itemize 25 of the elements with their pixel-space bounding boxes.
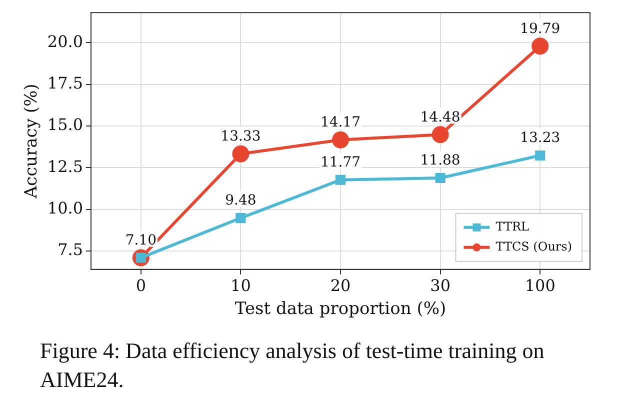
data-label: 11.88 — [420, 152, 460, 169]
y-tick-label: 12.5 — [47, 156, 84, 176]
data-label: 13.33 — [220, 128, 261, 144]
legend-label: TTRL — [496, 220, 529, 234]
y-tick-label: 10.0 — [47, 198, 84, 218]
x-tick-label: 30 — [430, 276, 450, 296]
y-tick-label: 20.0 — [47, 32, 84, 51]
x-tick-label: 10 — [230, 276, 251, 296]
y-tick-label: 15.0 — [47, 115, 84, 134]
x-axis-title: Test data proportion (%) — [234, 299, 446, 320]
y-axis-title: Accuracy (%) — [22, 84, 42, 200]
y-tick-label: 7.5 — [58, 240, 84, 260]
data-label: 14.48 — [420, 109, 460, 126]
legend-label: TTCS (Ours) — [496, 240, 572, 254]
data-label: 19.79 — [520, 20, 560, 37]
data-label: 13.23 — [520, 130, 560, 146]
x-tick-label: 0 — [136, 276, 146, 296]
caption: Figure 4: Data efficiency analysis of test-time training on AIME24. — [40, 337, 546, 394]
data-label: 7.10 — [125, 232, 157, 248]
data-label: 11.77 — [320, 154, 361, 170]
y-tick-label: 17.5 — [47, 73, 84, 92]
data-label: 9.48 — [225, 192, 256, 209]
data-label: 14.17 — [320, 114, 361, 130]
x-tick-label: 100 — [524, 276, 556, 296]
x-tick-label: 20 — [330, 276, 351, 296]
